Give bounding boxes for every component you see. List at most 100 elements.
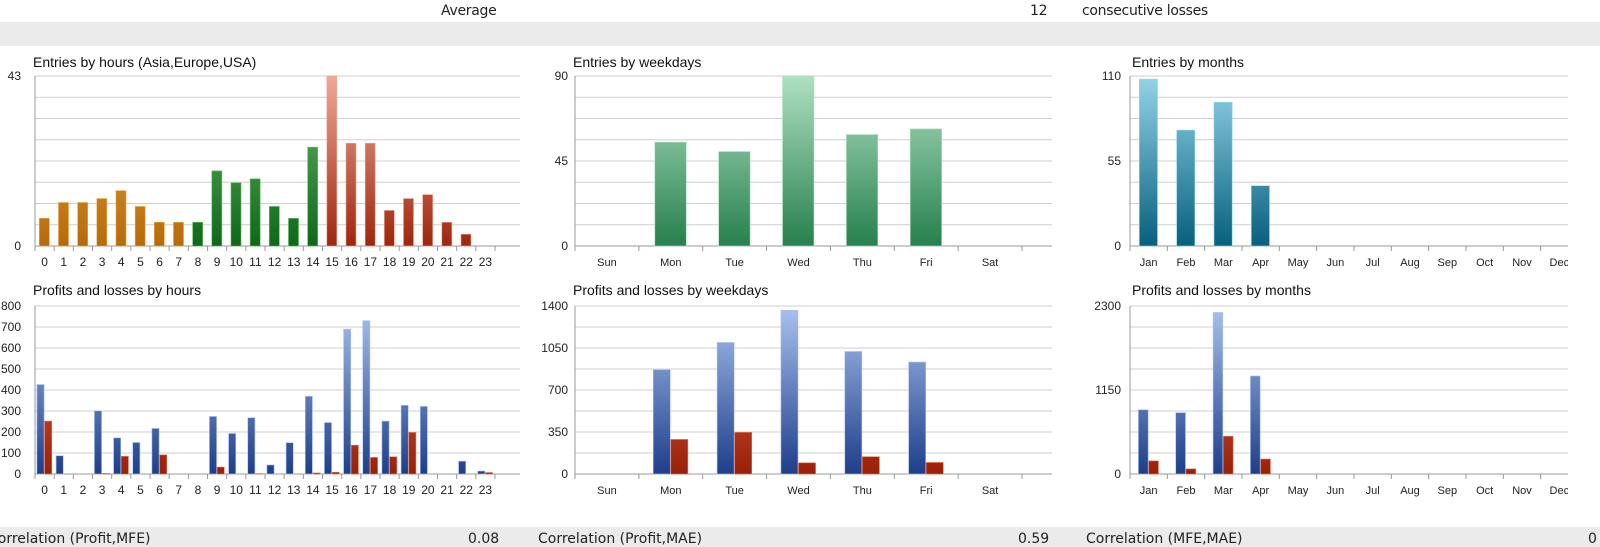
x-tick-label: 4 — [118, 255, 125, 269]
x-tick-label: 6 — [156, 255, 163, 269]
x-tick-label: 5 — [137, 483, 144, 497]
x-tick-label: Tue — [725, 485, 744, 497]
bar-losses-17 — [370, 457, 378, 475]
x-tick-label: 22 — [460, 255, 474, 269]
consecutive-losses-value: 12 — [1030, 3, 1048, 19]
bar-profits-10 — [228, 433, 237, 475]
bar-profits-mon — [652, 369, 671, 475]
x-tick-label: 14 — [306, 255, 320, 269]
bar-losses-9 — [216, 466, 225, 475]
bar-profits-thu — [844, 351, 863, 475]
correlation-profit-mfe-value: 0.08 — [468, 531, 500, 547]
y-tick-label: 0 — [1114, 467, 1121, 481]
x-tick-label: 9 — [214, 255, 221, 269]
x-tick-label: May — [1288, 485, 1309, 497]
bar-entries-mar — [1213, 101, 1233, 247]
x-tick-label: Dec — [1550, 257, 1568, 269]
x-tick-label: Mon — [660, 485, 681, 497]
x-tick-label: 15 — [325, 255, 339, 269]
x-tick-label: 12 — [268, 483, 282, 497]
x-tick-label: Aug — [1400, 257, 1420, 269]
bar-profits-tue — [716, 342, 735, 475]
chart-title: Entries by weekdays — [573, 54, 701, 70]
bar-profits-0 — [36, 384, 45, 475]
y-tick-label: 90 — [555, 69, 569, 83]
y-tick-label: 350 — [548, 425, 568, 439]
x-tick-label: Sep — [1438, 257, 1458, 269]
x-tick-label: Jan — [1140, 257, 1158, 269]
x-tick-label: 22 — [460, 483, 474, 497]
x-tick-label: 1 — [60, 255, 67, 269]
bar-entries-9 — [211, 170, 223, 247]
x-tick-label: Feb — [1177, 257, 1196, 269]
bar-losses-feb — [1185, 468, 1197, 475]
y-tick-label: 400 — [1, 383, 21, 397]
x-tick-label: Oct — [1476, 257, 1493, 269]
x-tick-label: 13 — [287, 483, 301, 497]
y-tick-label: 1400 — [541, 299, 568, 313]
bar-entries-5 — [134, 206, 146, 247]
average-label: Average — [441, 3, 497, 19]
correlation-profit-mfe-label: Correlation (Profit,MFE) — [0, 531, 151, 547]
y-tick-label: 1150 — [1095, 383, 1121, 397]
x-tick-label: Thu — [853, 485, 872, 497]
x-tick-label: Feb — [1177, 485, 1196, 497]
bar-entries-feb — [1176, 129, 1196, 247]
chart-title: Profits and losses by months — [1132, 282, 1311, 298]
x-tick-label: 3 — [99, 483, 106, 497]
x-tick-label: 13 — [287, 255, 301, 269]
x-tick-label: Jun — [1326, 257, 1344, 269]
x-tick-label: 19 — [402, 255, 416, 269]
chart-title: Profits and losses by hours — [33, 282, 201, 298]
x-tick-label: Nov — [1512, 485, 1532, 497]
x-tick-label: Thu — [853, 257, 872, 269]
bar-entries-3 — [96, 198, 108, 247]
x-tick-label: 15 — [325, 483, 339, 497]
y-tick-label: 100 — [1, 446, 21, 460]
chart-title: Profits and losses by weekdays — [573, 282, 768, 298]
bar-profits-12 — [266, 464, 275, 475]
bar-profits-mar — [1212, 312, 1224, 475]
bar-profits-jan — [1138, 409, 1149, 475]
x-tick-label: 7 — [175, 255, 182, 269]
x-tick-label: 17 — [364, 255, 378, 269]
x-tick-label: 18 — [383, 483, 397, 497]
y-tick-label: 1050 — [541, 341, 568, 355]
bar-profits-14 — [304, 396, 313, 475]
x-tick-label: 10 — [230, 483, 244, 497]
bar-entries-0 — [39, 218, 50, 247]
bar-profits-22 — [458, 460, 467, 475]
bar-losses-tue — [734, 432, 753, 475]
bar-profits-4 — [113, 437, 122, 475]
x-tick-label: Mar — [1214, 257, 1233, 269]
y-tick-label: 0 — [14, 467, 21, 481]
x-tick-label: 1 — [60, 483, 67, 497]
bar-entries-15 — [326, 75, 338, 247]
bar-losses-14 — [312, 472, 321, 475]
y-tick-label: 110 — [1102, 69, 1121, 83]
bar-losses-6 — [159, 454, 168, 475]
bar-entries-1 — [58, 202, 69, 247]
bar-entries-21 — [441, 221, 453, 247]
x-tick-label: 5 — [137, 255, 144, 269]
bar-entries-jan — [1139, 78, 1158, 247]
bar-entries-fri — [909, 128, 942, 247]
x-tick-label: Jun — [1326, 485, 1344, 497]
y-tick-label: 43 — [8, 69, 22, 83]
section-divider — [0, 22, 1600, 46]
x-tick-label: 2 — [80, 483, 87, 497]
bar-profits-17 — [362, 320, 371, 475]
y-tick-label: 55 — [1108, 154, 1122, 168]
y-tick-label: 700 — [548, 383, 568, 397]
chart-entries-weekdays: Entries by weekdays 0 45 90 Sun Mon Tue Wed Thu F… — [540, 52, 1060, 274]
y-tick-label: 0 — [561, 467, 568, 481]
x-tick-label: Sep — [1438, 485, 1458, 497]
bar-losses-4 — [120, 456, 129, 475]
correlation-bar — [0, 527, 1600, 547]
bar-losses-16 — [350, 444, 359, 475]
x-tick-label: 23 — [479, 255, 493, 269]
x-tick-label: Sun — [597, 485, 617, 497]
x-tick-label: 3 — [99, 255, 106, 269]
correlation-mfe-mae-label: Correlation (MFE,MAE) — [1086, 531, 1243, 547]
y-tick-label: 600 — [1, 341, 21, 355]
